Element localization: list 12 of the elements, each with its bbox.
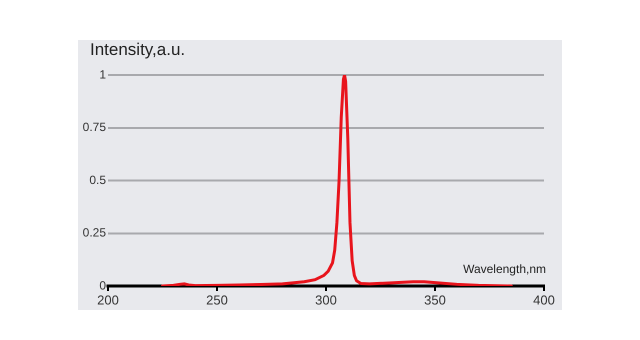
y-tick-label: 0 bbox=[99, 278, 106, 292]
x-tick-label: 200 bbox=[97, 292, 119, 308]
y-axis-title: Intensity,a.u. bbox=[90, 40, 186, 60]
y-tick-label: 1 bbox=[99, 67, 106, 82]
x-axis-title: Wavelength,nm bbox=[463, 262, 546, 276]
y-tick-label: 0.5 bbox=[89, 172, 106, 187]
x-tick-label: 400 bbox=[533, 292, 555, 308]
x-tick-label: 350 bbox=[424, 292, 446, 308]
y-tick-label: 0.75 bbox=[82, 120, 106, 134]
x-tick-label: 300 bbox=[315, 292, 337, 308]
y-tick-label: 0.25 bbox=[82, 226, 106, 240]
x-tick-label: 250 bbox=[206, 292, 228, 308]
